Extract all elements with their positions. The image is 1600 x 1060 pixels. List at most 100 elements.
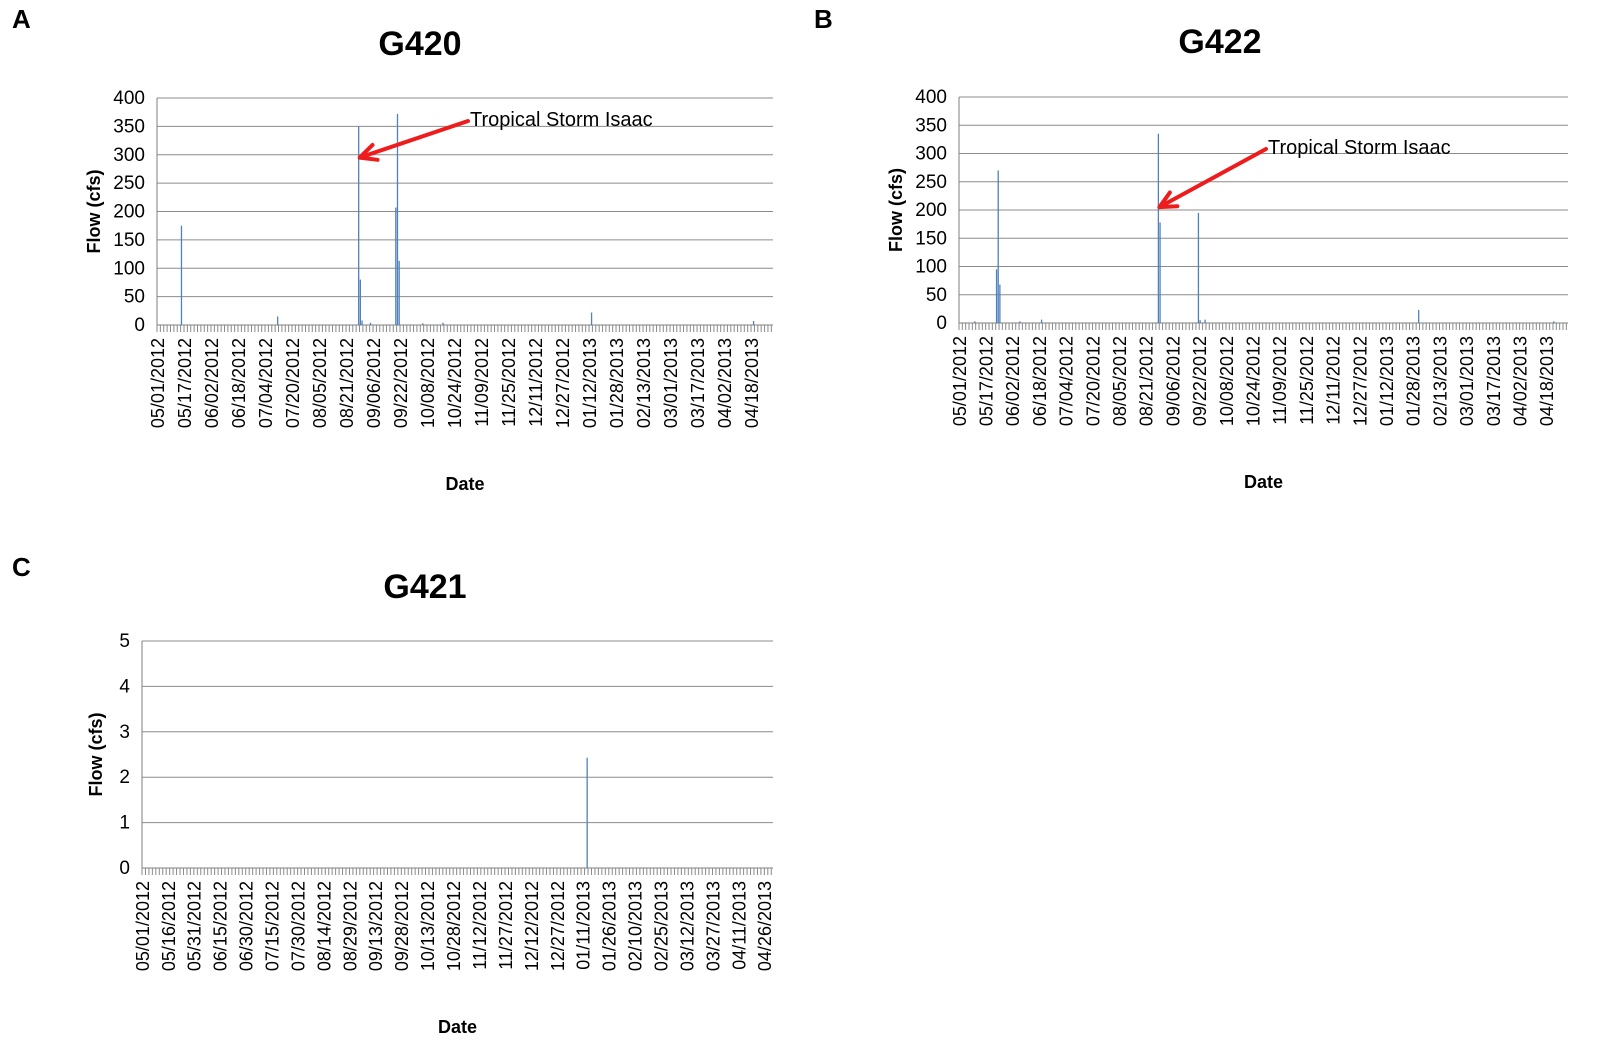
panel-letter-c: C: [12, 552, 31, 582]
x-tick-label: 05/01/2012: [148, 338, 168, 428]
y-axis-label: Flow (cfs): [84, 169, 104, 253]
x-tick-label: 07/20/2012: [283, 338, 303, 428]
y-tick-label: 200: [915, 200, 947, 221]
y-axis-label: Flow (cfs): [886, 168, 906, 252]
x-tick-label: 04/02/2013: [715, 338, 735, 428]
x-tick-label: 06/02/2012: [202, 338, 222, 428]
x-tick-label: 10/28/2012: [444, 881, 464, 971]
y-tick-label: 400: [113, 88, 145, 109]
x-tick-label: 04/18/2013: [1537, 336, 1557, 426]
x-tick-label: 09/28/2012: [392, 881, 412, 971]
panel-letter-a: A: [12, 4, 31, 34]
x-axis-label: Date: [445, 474, 484, 494]
y-tick-label: 350: [915, 115, 947, 136]
x-tick-label: 01/11/2013: [574, 881, 594, 970]
x-tick-label: 11/09/2012: [1270, 336, 1290, 425]
x-tick-label: 09/22/2012: [1190, 336, 1210, 426]
x-tick-label: 11/09/2012: [472, 338, 492, 427]
x-tick-label: 07/15/2012: [263, 881, 283, 971]
y-tick-label: 100: [113, 258, 145, 279]
x-tick-label: 03/17/2013: [1484, 336, 1504, 426]
x-tick-label: 05/31/2012: [185, 881, 205, 971]
x-minor-ticks: [156, 325, 772, 332]
y-tick-label: 50: [926, 285, 947, 306]
y-tick-label: 300: [113, 145, 145, 166]
x-tick-label: 09/06/2012: [364, 338, 384, 428]
y-tick-label: 350: [113, 116, 145, 137]
x-tick-label: 11/25/2012: [499, 338, 519, 427]
x-tick-label: 10/08/2012: [418, 338, 438, 428]
y-tick-label: 150: [915, 228, 947, 249]
chart-g421: G421 0 1 2 3 4 5 05/01/2012 05/16/2012 05/31/2012…: [86, 568, 775, 1037]
x-tick-label: 01/26/2013: [600, 881, 620, 971]
y-tick-label: 4: [119, 676, 130, 697]
x-tick-label: 12/11/2012: [1324, 336, 1344, 425]
x-tick-label: 08/21/2012: [1137, 336, 1157, 426]
x-tick-label: 09/06/2012: [1163, 336, 1183, 426]
x-tick-label: 12/27/2012: [548, 881, 568, 971]
annotation-text: Tropical Storm Isaac: [1268, 137, 1451, 159]
chart-g420: G420 0 50 100 150 200 250 300 350 400 05/01/2012 05…: [84, 25, 773, 494]
chart-g422: G422 0 50 100 150 200 250 300 350 400 05/01/2012 05…: [886, 23, 1568, 492]
y-axis-label: Flow (cfs): [86, 712, 106, 796]
x-tick-label: 11/27/2012: [496, 881, 516, 970]
y-tick-label: 3: [119, 722, 130, 743]
x-tick-label: 03/12/2013: [677, 881, 697, 971]
x-tick-label: 03/01/2013: [1457, 336, 1477, 426]
y-tick-label: 250: [113, 173, 145, 194]
panel-letter-b: B: [814, 4, 833, 34]
x-tick-label: 06/30/2012: [237, 881, 257, 971]
x-tick-label: 02/13/2013: [1430, 336, 1450, 426]
x-tick-label: 10/24/2012: [1243, 336, 1263, 426]
chart-title: G420: [378, 25, 461, 63]
x-axis-label: Date: [1244, 472, 1283, 492]
x-axis-label: Date: [438, 1017, 477, 1037]
x-tick-label: 03/01/2013: [661, 338, 681, 428]
y-tick-label: 50: [124, 287, 145, 308]
x-tick-label: 04/02/2013: [1510, 336, 1530, 426]
chart-title: G421: [383, 568, 466, 606]
x-minor-ticks: [958, 323, 1567, 330]
y-tick-label: 100: [915, 257, 947, 278]
y-tick-label: 0: [936, 313, 947, 334]
x-tick-label: 07/30/2012: [288, 881, 308, 971]
x-tick-label: 12/11/2012: [526, 338, 546, 427]
x-tick-label: 06/18/2012: [1030, 336, 1050, 426]
x-tick-label: 01/28/2013: [1404, 336, 1424, 426]
x-tick-label: 01/28/2013: [607, 338, 627, 428]
x-tick-label: 04/11/2013: [729, 881, 749, 970]
x-tick-label: 10/24/2012: [445, 338, 465, 428]
x-tick-label: 03/17/2013: [688, 338, 708, 428]
y-tick-label: 150: [113, 230, 145, 251]
x-tick-label: 03/27/2013: [703, 881, 723, 971]
x-tick-label: 08/21/2012: [337, 338, 357, 428]
x-tick-label: 06/15/2012: [211, 881, 231, 971]
x-tick-label: 07/20/2012: [1083, 336, 1103, 426]
x-tick-label: 10/13/2012: [418, 881, 438, 971]
y-tick-label: 1: [119, 813, 130, 834]
y-tick-label: 250: [915, 172, 947, 193]
x-tick-label: 05/01/2012: [133, 881, 153, 971]
x-tick-label: 08/05/2012: [1110, 336, 1130, 426]
x-tick-label: 04/26/2013: [755, 881, 775, 971]
x-tick-label: 02/25/2013: [651, 881, 671, 971]
y-tick-label: 400: [915, 87, 947, 108]
x-tick-label: 08/14/2012: [314, 881, 334, 971]
x-tick-label: 07/04/2012: [1057, 336, 1077, 426]
x-tick-label: 02/13/2013: [634, 338, 654, 428]
x-tick-label: 12/27/2012: [1350, 336, 1370, 426]
x-tick-label: 11/12/2012: [470, 881, 490, 970]
x-tick-label: 07/04/2012: [256, 338, 276, 428]
annotation-arrow: [357, 119, 470, 162]
x-tick-label: 08/05/2012: [310, 338, 330, 428]
y-tick-label: 2: [119, 767, 130, 788]
y-tick-label: 300: [915, 144, 947, 165]
x-tick-label: 02/10/2013: [626, 881, 646, 971]
x-tick-label: 01/12/2013: [580, 338, 600, 428]
x-tick-label: 12/12/2012: [522, 881, 542, 971]
x-minor-ticks: [141, 868, 772, 875]
x-tick-label: 05/16/2012: [159, 881, 179, 971]
x-tick-label: 12/27/2012: [553, 338, 573, 428]
annotation-arrow: [1157, 147, 1268, 210]
x-tick-label: 01/12/2013: [1377, 336, 1397, 426]
